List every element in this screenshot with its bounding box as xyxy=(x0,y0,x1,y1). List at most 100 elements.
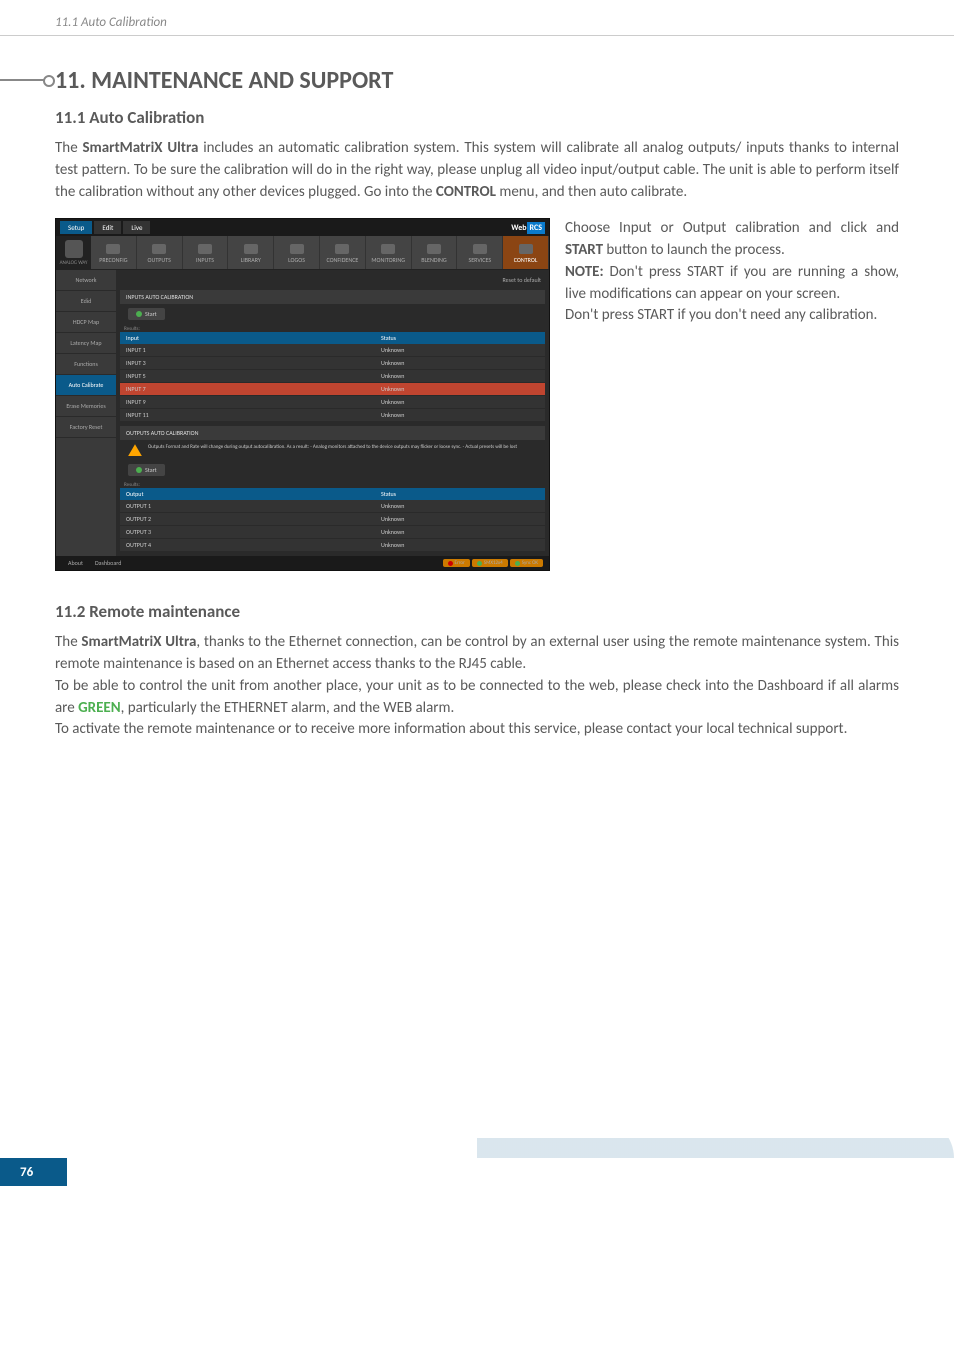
nav-tab-label: OUTPUTS xyxy=(139,256,180,264)
cell-status: Unknown xyxy=(375,539,545,552)
sidebar-item-factory-reset[interactable]: Factory Reset xyxy=(56,417,116,438)
cell-status: Unknown xyxy=(375,344,545,357)
cell-name: INPUT 1 xyxy=(120,344,375,357)
nav-tab-inputs[interactable]: INPUTS xyxy=(183,236,229,269)
page-number: 76 xyxy=(0,1165,53,1180)
warning-box: Outputs Format and Rate will change duri… xyxy=(120,440,545,460)
sidebar-item-erase-memories[interactable]: Erase Memories xyxy=(56,396,116,417)
app-screenshot: Setup Edit Live Web RCS ANALOG WAY PRECO… xyxy=(55,218,550,571)
brand-label: Web RCS xyxy=(511,222,545,234)
brand-web: Web xyxy=(511,223,526,233)
status-dot-icon xyxy=(515,561,520,566)
outputs-col-header-status: Status xyxy=(375,488,545,500)
logo-text: ANALOG WAY xyxy=(60,260,88,266)
cell-status: Unknown xyxy=(375,396,545,409)
nav-tab-control[interactable]: CONTROL xyxy=(503,236,549,269)
table-row: INPUT 1Unknown xyxy=(120,344,545,357)
sidebar-item-network[interactable]: Network xyxy=(56,270,116,291)
warning-icon xyxy=(128,444,142,456)
mode-live-button[interactable]: Live xyxy=(123,221,150,234)
nav-tab-label: PRECONFIG xyxy=(93,256,134,264)
sidebar-item-hdcp-map[interactable]: HDCP Map xyxy=(56,312,116,333)
footer-curve-decoration xyxy=(477,1118,954,1158)
mode-edit-button[interactable]: Edit xyxy=(94,221,121,234)
nav-row: ANALOG WAY PRECONFIG OUTPUTSINPUTSLIBRARY… xyxy=(56,236,549,270)
remote-paragraph-3: To activate the remote maintenance or to… xyxy=(55,719,899,741)
outputs-start-button[interactable]: Start xyxy=(128,464,165,476)
cell-status: Unknown xyxy=(375,370,545,383)
logos-icon xyxy=(290,244,304,254)
two-column-layout: Setup Edit Live Web RCS ANALOG WAY PRECO… xyxy=(55,218,899,571)
start-dot-icon xyxy=(136,311,142,317)
page-footer-bar: 76 xyxy=(0,1158,954,1186)
cell-name: OUTPUT 4 xyxy=(120,539,375,552)
page-footer: 76 xyxy=(0,1158,954,1186)
section-heading-text: 11. MAINTENANCE AND SUPPORT xyxy=(55,66,393,95)
outputs-col-header-name: Output xyxy=(120,488,375,500)
table-row: OUTPUT 4Unknown xyxy=(120,539,545,552)
text-fragment: menu, and then auto calibrate. xyxy=(496,183,687,201)
nav-tab-outputs[interactable]: OUTPUTS xyxy=(137,236,183,269)
inputs-icon xyxy=(198,244,212,254)
cell-status: Unknown xyxy=(375,357,545,370)
nav-tab-confidence[interactable]: CONFIDENCE xyxy=(320,236,366,269)
main-area: Reset to default INPUTS AUTO CALIBRATION… xyxy=(116,270,549,556)
cell-name: OUTPUT 1 xyxy=(120,500,375,513)
warning-text: Outputs Format and Rate will change duri… xyxy=(148,444,517,451)
nav-tab-logos[interactable]: LOGOS xyxy=(274,236,320,269)
note-text: Don't press START if you are running a s… xyxy=(565,263,899,303)
start-label: Start xyxy=(145,466,157,474)
app-titlebar: Setup Edit Live Web RCS xyxy=(56,219,549,236)
green-keyword: GREEN xyxy=(78,699,121,717)
cell-status: Unknown xyxy=(375,513,545,526)
start-keyword: START xyxy=(565,241,603,259)
cell-name: INPUT 11 xyxy=(120,409,375,422)
inputs-col-header-name: Input xyxy=(120,332,375,344)
inputs-start-button[interactable]: Start xyxy=(128,308,165,320)
app-footer: About Dashboard ErrorSMX12x4Sync OK xyxy=(56,556,549,570)
section-heading: 11. MAINTENANCE AND SUPPORT xyxy=(55,66,899,95)
nav-tab-label: LIBRARY xyxy=(230,256,271,264)
footer-about[interactable]: About xyxy=(62,559,89,567)
sidebar-item-auto-calibrate[interactable]: Auto Calibrate xyxy=(56,375,116,396)
reset-link[interactable]: Reset to default xyxy=(503,276,542,284)
nav-tab-label: CONFIDENCE xyxy=(322,256,363,264)
table-row: INPUT 7Unknown xyxy=(120,383,545,396)
outputs-icon xyxy=(152,244,166,254)
sidebar-item-latency-map[interactable]: Latency Map xyxy=(56,333,116,354)
nav-tab-monitoring[interactable]: MONITORING xyxy=(366,236,412,269)
sidebar-item-functions[interactable]: Functions xyxy=(56,354,116,375)
nav-tab-preconfig[interactable]: PRECONFIG xyxy=(91,236,137,269)
cell-status: Unknown xyxy=(375,500,545,513)
page-header: 11.1 Auto Calibration xyxy=(0,0,954,36)
sidebar-item-edid[interactable]: Edid xyxy=(56,291,116,312)
footer-dashboard[interactable]: Dashboard xyxy=(89,559,127,567)
cell-status: Unknown xyxy=(375,526,545,539)
mode-setup-button[interactable]: Setup xyxy=(60,221,92,234)
status-text: SMX12x4 xyxy=(484,560,503,566)
side-paragraph-1: Choose Input or Output calibration and c… xyxy=(565,218,899,262)
remote-paragraph-2: To be able to control the unit from anot… xyxy=(55,676,899,720)
subsection-heading-remote-maintenance: 11.2 Remote maintenance xyxy=(55,601,899,622)
note-label: NOTE: xyxy=(565,263,604,281)
preconfig-icon xyxy=(106,244,120,254)
cell-name: INPUT 9 xyxy=(120,396,375,409)
app-body: NetworkEdidHDCP MapLatency MapFunctionsA… xyxy=(56,270,549,556)
status-text: Sync OK xyxy=(522,560,538,566)
header-title: 11.1 Auto Calibration xyxy=(55,15,167,30)
table-row: OUTPUT 2Unknown xyxy=(120,513,545,526)
text-fragment: , particularly the ETHERNET alarm, and t… xyxy=(121,699,455,717)
cell-name: OUTPUT 2 xyxy=(120,513,375,526)
footer-status-group: ErrorSMX12x4Sync OK xyxy=(443,559,543,567)
text-fragment: Choose Input or Output calibration and c… xyxy=(565,219,899,237)
nav-tab-label: MONITORING xyxy=(368,256,409,264)
auto-calibration-paragraph: The SmartMatriX Ultra includes an automa… xyxy=(55,138,899,203)
status-dot-icon xyxy=(477,561,482,566)
start-label: Start xyxy=(145,310,157,318)
nav-tab-services[interactable]: SERVICES xyxy=(457,236,503,269)
services-icon xyxy=(473,244,487,254)
main-header: Reset to default xyxy=(120,274,545,286)
nav-tab-blending[interactable]: BLENDING xyxy=(412,236,458,269)
nav-tab-library[interactable]: LIBRARY xyxy=(228,236,274,269)
side-paragraph-note: NOTE: Don't press START if you are runni… xyxy=(565,262,899,306)
